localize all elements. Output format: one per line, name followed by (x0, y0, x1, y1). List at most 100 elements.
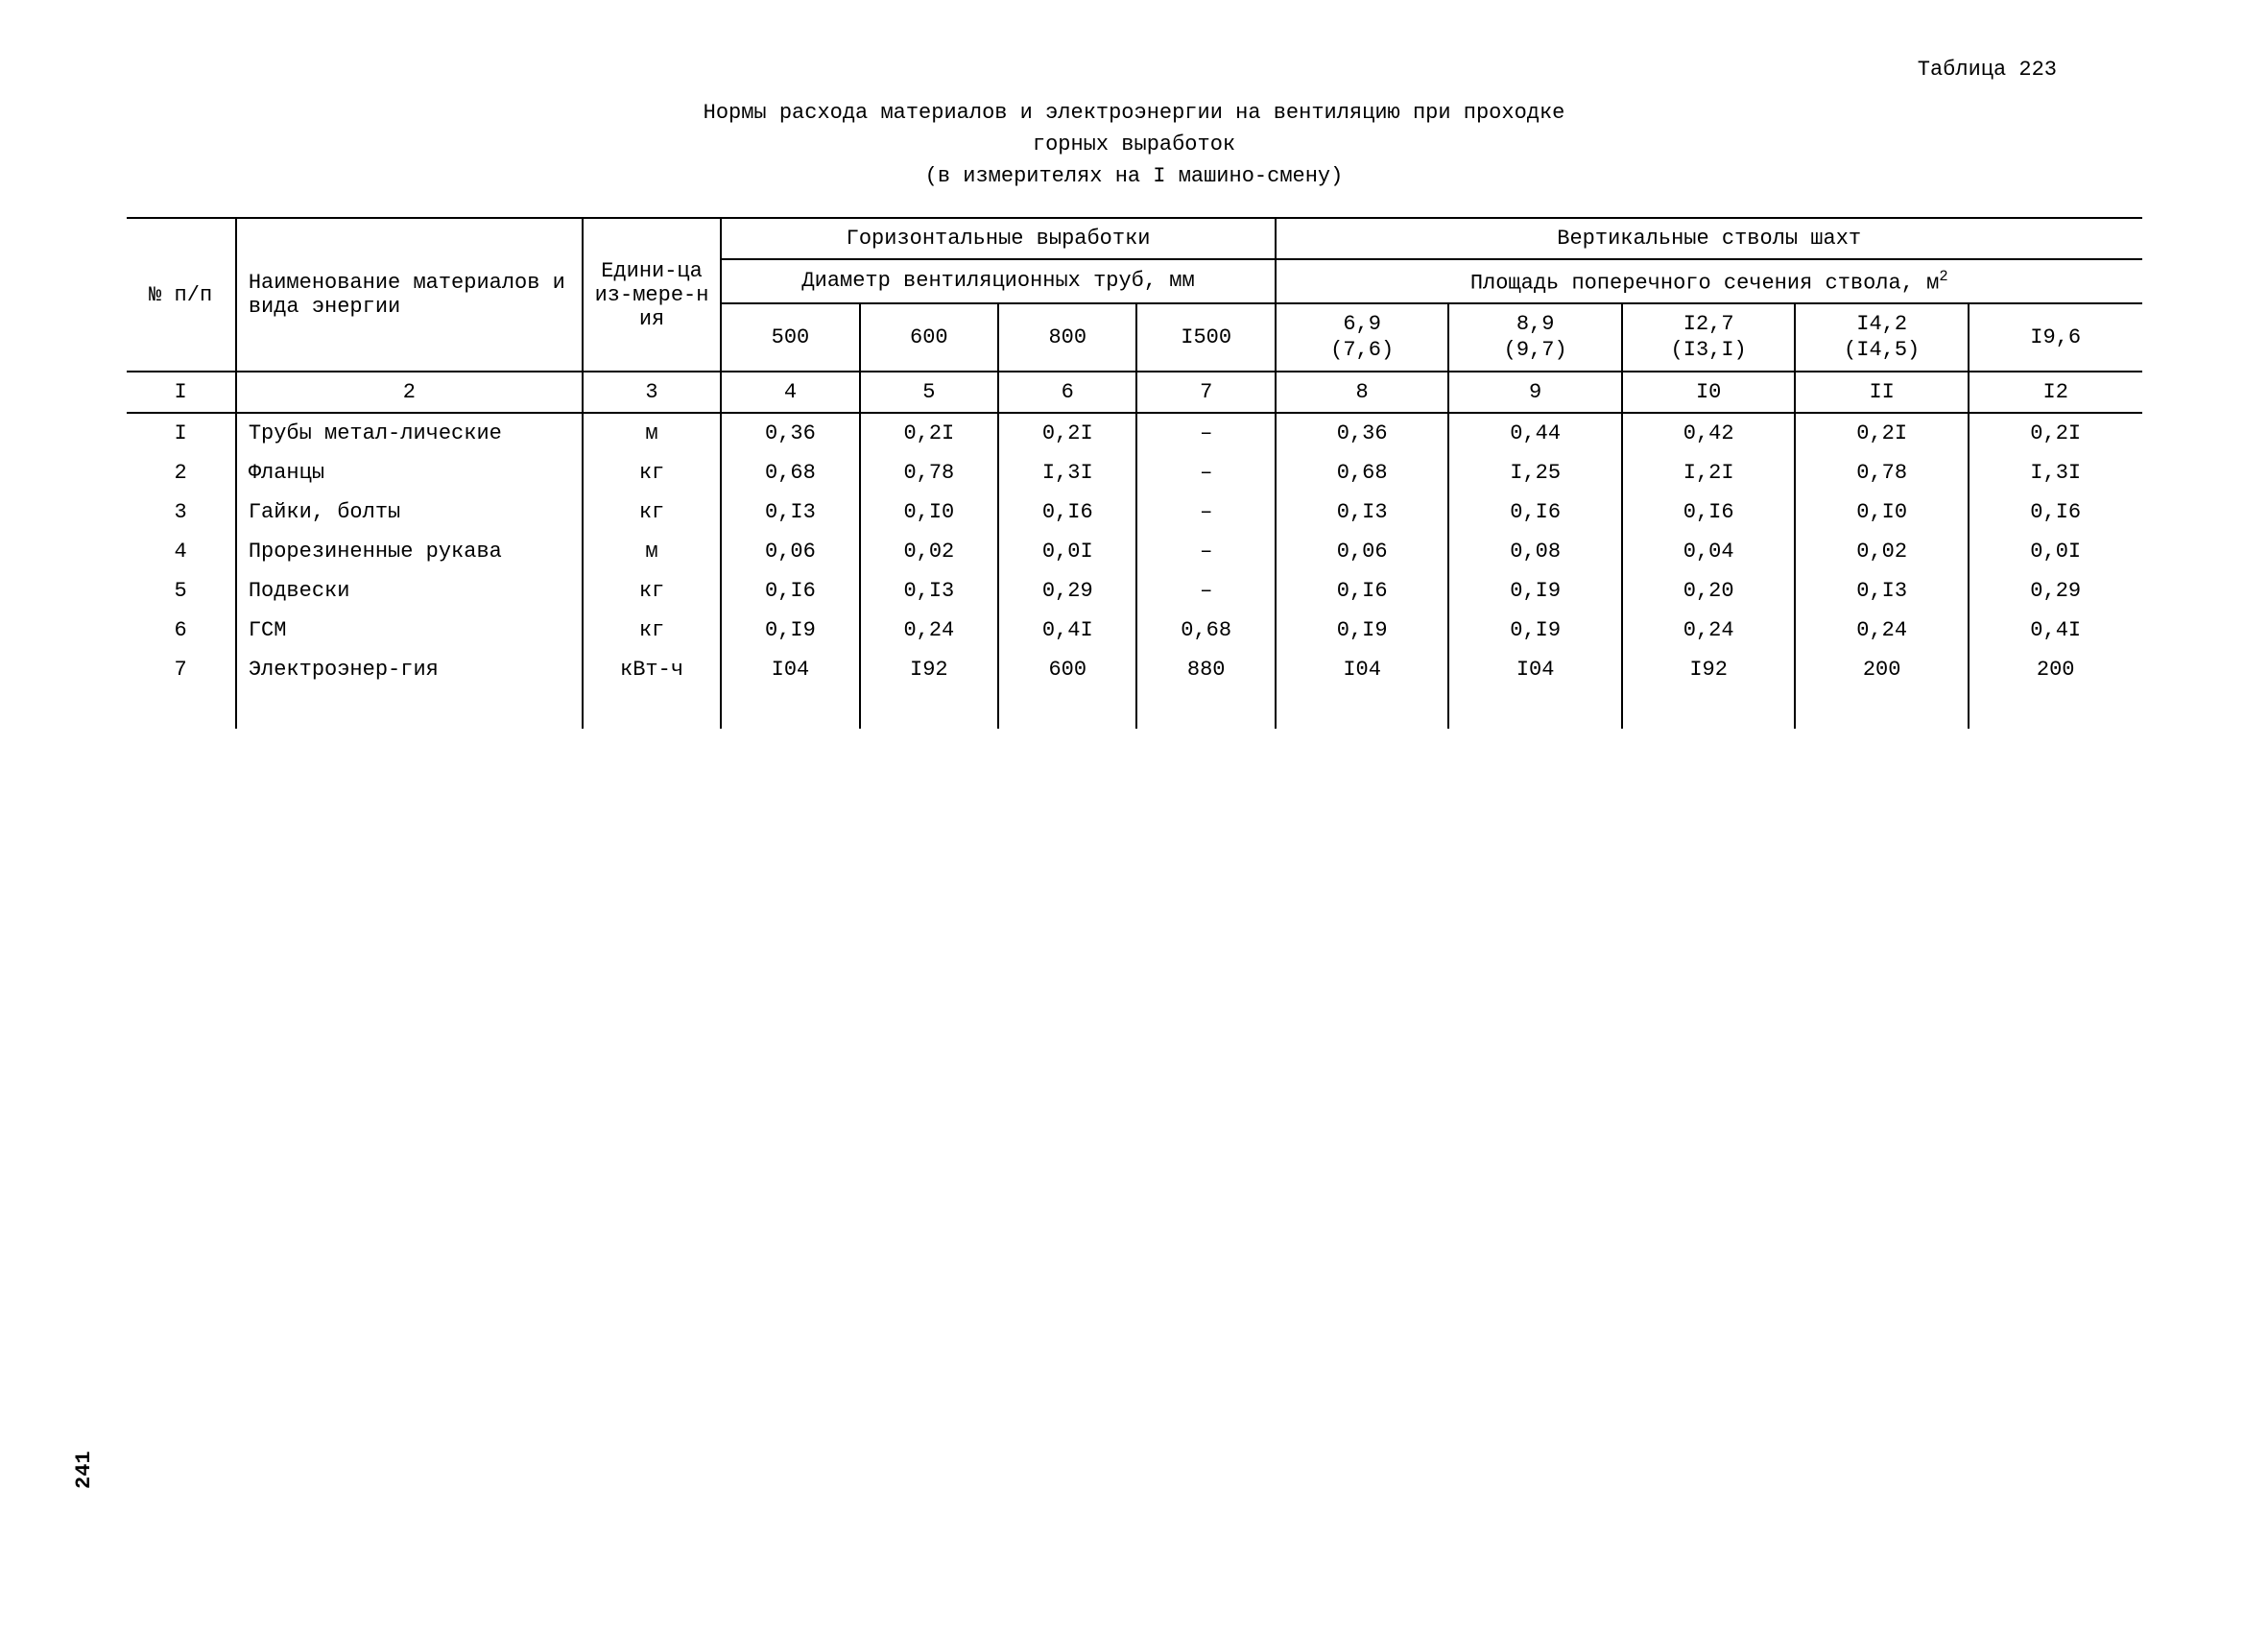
colnum-9: 9 (1448, 372, 1622, 413)
table-row: 7Электроэнер-гиякВт-чI04I92600880I04I04I… (127, 650, 2142, 689)
cell: I,25 (1448, 453, 1622, 492)
cell: 0,I3 (860, 571, 998, 611)
spacer-cell (1795, 689, 1969, 729)
row-num: 4 (127, 532, 236, 571)
spacer-cell (1136, 689, 1275, 729)
spacer-cell (236, 689, 583, 729)
row-num: 6 (127, 611, 236, 650)
cell: I92 (860, 650, 998, 689)
cell: 0,20 (1622, 571, 1796, 611)
cell: 0,68 (1276, 453, 1449, 492)
cell: 880 (1136, 650, 1275, 689)
cell: 0,I6 (721, 571, 859, 611)
header-h-800-text: 800 (1048, 325, 1086, 349)
header-h-800: 800 (998, 303, 1136, 372)
cell: 0,0I (1969, 532, 2142, 571)
header-unit-text: Едини-ца из-мере-ния (595, 259, 709, 331)
spacer-cell (998, 689, 1136, 729)
cell: 0,I6 (1622, 492, 1796, 532)
header-h-600-text: 600 (910, 325, 948, 349)
cell: 0,I9 (1276, 611, 1449, 650)
cell: 0,4I (1969, 611, 2142, 650)
row-name: Трубы метал-лические (236, 413, 583, 453)
cell: I92 (1622, 650, 1796, 689)
header-vert-sub: Площадь поперечного сечения ствола, м2 (1276, 259, 2142, 303)
header-h-1500: I500 (1136, 303, 1275, 372)
row-name: ГСМ (236, 611, 583, 650)
table-row: 5Подвескикг0,I60,I30,29–0,I60,I90,200,I3… (127, 571, 2142, 611)
cell: 0,06 (1276, 532, 1449, 571)
cell: 0,24 (860, 611, 998, 650)
header-num: № п/п (127, 218, 236, 372)
header-v-1-bot: (7,6) (1330, 338, 1394, 362)
cell: 0,I9 (721, 611, 859, 650)
header-h-1500-text: I500 (1181, 325, 1231, 349)
cell: 0,04 (1622, 532, 1796, 571)
table-label: Таблица 223 (96, 58, 2172, 82)
cell: 0,29 (1969, 571, 2142, 611)
header-h-600: 600 (860, 303, 998, 372)
cell: 200 (1969, 650, 2142, 689)
header-vert-group-text: Вертикальные стволы шахт (1557, 227, 1861, 251)
colnum-10-text: I0 (1696, 380, 1721, 404)
row-name: Гайки, болты (236, 492, 583, 532)
spacer-cell (1969, 689, 2142, 729)
cell: 0,4I (998, 611, 1136, 650)
cell: 0,I3 (721, 492, 859, 532)
row-unit: м (583, 413, 721, 453)
colnum-1-text: I (175, 380, 187, 404)
spacer-cell (127, 689, 236, 729)
header-horiz-group-text: Горизонтальные выработки (847, 227, 1151, 251)
header-v-2-top: 8,9 (1516, 312, 1555, 336)
header-horiz-group: Горизонтальные выработки (721, 218, 1276, 259)
header-v-3: I2,7 (I3,I) (1622, 303, 1796, 372)
cell: 200 (1795, 650, 1969, 689)
header-v-3-bot: (I3,I) (1671, 338, 1747, 362)
cell: I04 (1276, 650, 1449, 689)
cell: 0,08 (1448, 532, 1622, 571)
row-unit: кг (583, 611, 721, 650)
spacer-cell (721, 689, 859, 729)
colnum-4-text: 4 (784, 380, 797, 404)
cell: 0,06 (721, 532, 859, 571)
spacer-cell (1448, 689, 1622, 729)
cell: 0,I6 (1276, 571, 1449, 611)
table-row: 3Гайки, болтыкг0,I30,I00,I6–0,I30,I60,I6… (127, 492, 2142, 532)
row-num: 5 (127, 571, 236, 611)
colnum-5: 5 (860, 372, 998, 413)
row-num: I (127, 413, 236, 453)
cell: I,3I (1969, 453, 2142, 492)
cell: – (1136, 453, 1275, 492)
colnum-4: 4 (721, 372, 859, 413)
table-row: 4Прорезиненные рукавам0,060,020,0I–0,060… (127, 532, 2142, 571)
header-v-2-bot: (9,7) (1504, 338, 1567, 362)
colnum-2: 2 (236, 372, 583, 413)
cell: 0,02 (1795, 532, 1969, 571)
row-unit: кВт-ч (583, 650, 721, 689)
row-unit: м (583, 532, 721, 571)
cell: 0,I9 (1448, 571, 1622, 611)
colnum-3: 3 (583, 372, 721, 413)
header-v-4: I4,2 (I4,5) (1795, 303, 1969, 372)
cell: I,3I (998, 453, 1136, 492)
table-row: IТрубы метал-лическием0,360,2I0,2I–0,360… (127, 413, 2142, 453)
cell: 0,I6 (1969, 492, 2142, 532)
header-v-5-top: I9,6 (2030, 325, 2081, 349)
cell: 0,24 (1795, 611, 1969, 650)
cell: 0,I3 (1795, 571, 1969, 611)
header-vert-sub-text: Площадь поперечного сечения ствола, м (1470, 271, 1939, 295)
cell: 0,24 (1622, 611, 1796, 650)
cell: 0,2I (1969, 413, 2142, 453)
cell: 0,I6 (998, 492, 1136, 532)
row-num: 3 (127, 492, 236, 532)
header-v-5: I9,6 (1969, 303, 2142, 372)
colnum-11: II (1795, 372, 1969, 413)
cell: 0,44 (1448, 413, 1622, 453)
row-num: 7 (127, 650, 236, 689)
table-row: 2Фланцыкг0,680,78I,3I–0,68I,25I,2I0,78I,… (127, 453, 2142, 492)
colnum-10: I0 (1622, 372, 1796, 413)
cell: I,2I (1622, 453, 1796, 492)
colnum-6-text: 6 (1062, 380, 1074, 404)
cell: 0,68 (721, 453, 859, 492)
colnum-1: I (127, 372, 236, 413)
